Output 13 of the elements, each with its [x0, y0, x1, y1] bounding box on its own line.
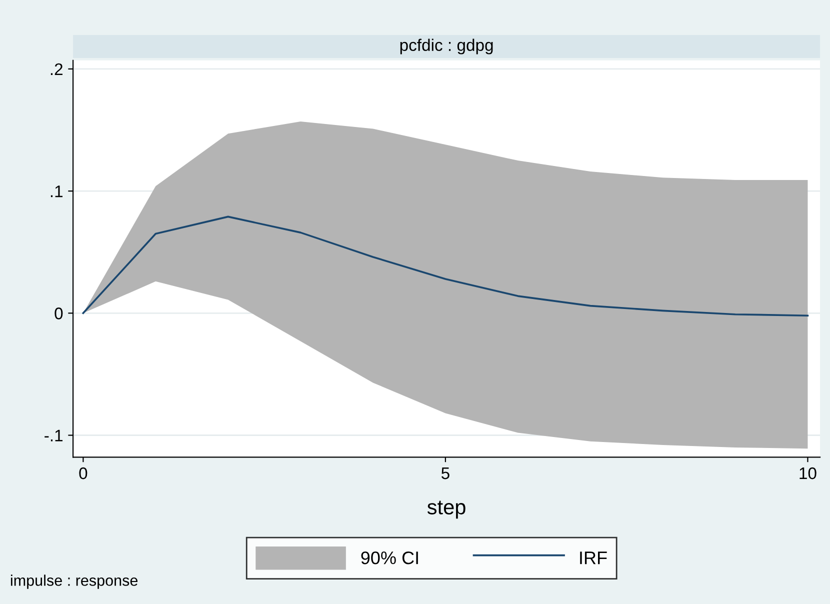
y-tick-label: .2	[50, 63, 62, 75]
x-tick-label: 10	[800, 467, 816, 480]
x-tick-label: 0	[79, 467, 88, 480]
line-series	[82, 216, 809, 316]
y-tick-label: 0	[54, 308, 63, 320]
x-tick-label: 5	[441, 468, 450, 480]
y-tick-label: .1	[50, 186, 63, 198]
text: impulse : response	[10, 574, 138, 589]
x-axis-title: step	[427, 500, 466, 519]
text: 90% CI	[361, 551, 418, 564]
y-tick-label: -.1	[44, 430, 63, 442]
chart-title: pcfdic : gdpg	[400, 38, 493, 54]
text: IRF	[580, 552, 607, 564]
